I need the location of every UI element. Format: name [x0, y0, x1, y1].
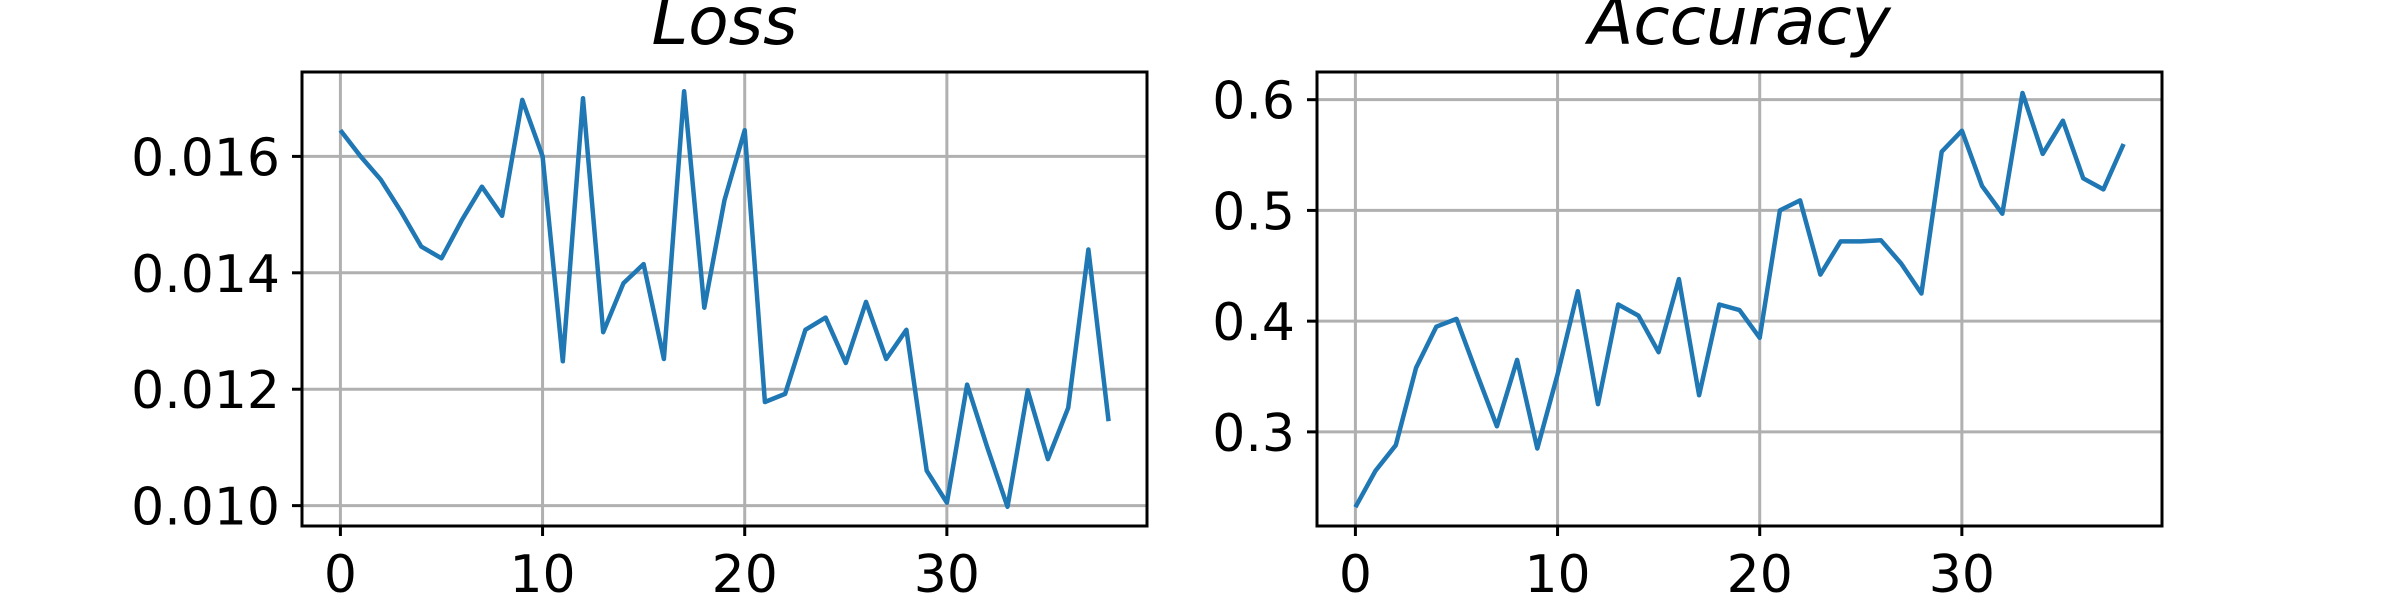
accuracy-xtick-label-1: 10: [1524, 545, 1590, 600]
loss-axes-frame: [300, 70, 1149, 528]
accuracy-series-line-0: [1353, 90, 2126, 509]
loss-xtick-label-2: 20: [712, 545, 778, 600]
loss-xtick-label-1: 10: [509, 545, 575, 600]
loss-ytick-label-2: 0.014: [131, 245, 280, 305]
accuracy-xtick-label-2: 20: [1727, 545, 1793, 600]
accuracy-axes-frame: [1315, 70, 2164, 528]
accuracy-ytick-label-3: 0.6: [1212, 72, 1295, 132]
accuracy-ytick-label-0: 0.3: [1212, 404, 1295, 464]
loss-ytick-label-1: 0.012: [131, 361, 280, 421]
accuracy-ytick-label-2: 0.5: [1212, 182, 1295, 242]
loss-series-line-0: [338, 88, 1111, 510]
loss-xtick-label-0: 0: [324, 545, 357, 600]
loss-chart-title: Loss: [652, 0, 798, 60]
loss-ytick-label-0: 0.010: [131, 478, 280, 538]
loss-xtick-label-3: 30: [914, 545, 980, 600]
accuracy-xtick-label-3: 30: [1929, 545, 1995, 600]
accuracy-xtick-label-0: 0: [1339, 545, 1372, 600]
loss-chart: 0 10 20 30 0.010 0.012 0.014 0.016 Loss: [131, 0, 1149, 600]
loss-ytick-label-3: 0.016: [131, 128, 280, 188]
accuracy-ytick-label-1: 0.4: [1212, 293, 1295, 353]
accuracy-chart: 0 10 20 30 0.3 0.4 0.5 0.6 Accuracy: [1212, 0, 2164, 600]
accuracy-chart-title: Accuracy: [1584, 0, 1891, 60]
